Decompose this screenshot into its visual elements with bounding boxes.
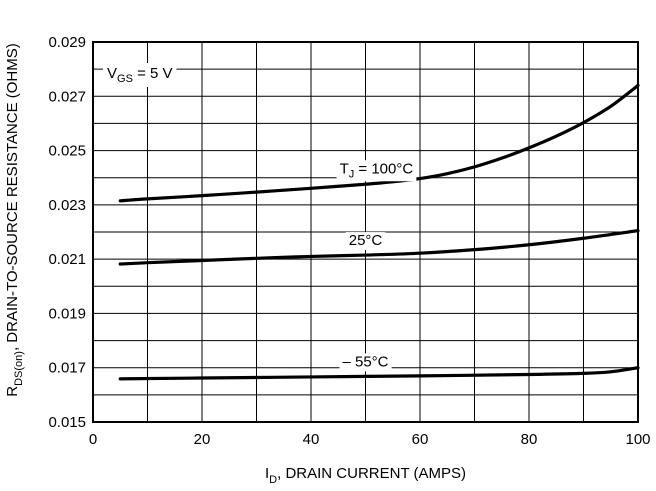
- x-tick-label: 20: [194, 431, 211, 448]
- tick-labels: 0 20 40 60 80 100 0.015 0.017 0.019 0.021 0.023 0.0…: [48, 34, 650, 448]
- series-label-text: 25°C: [349, 232, 383, 249]
- series-line-tj-25c: [118, 229, 640, 266]
- x-axis-label-main: I: [265, 465, 269, 482]
- series-label-tj-25c: 25°C: [345, 232, 386, 251]
- y-axis-label-main: R: [4, 386, 21, 397]
- y-axis-label: RDS(on), DRAIN-TO-SOURCE RESISTANCE (OHM…: [4, 43, 25, 396]
- series-label-sub: J: [349, 168, 355, 180]
- y-tick-label: 0.027: [48, 88, 86, 105]
- vgs-annotation-sub: GS: [117, 73, 133, 85]
- series-label-background: [345, 232, 386, 251]
- y-tick-label: 0.025: [48, 143, 86, 160]
- series-label-rest: = 100°C: [354, 160, 413, 177]
- y-tick-label: 0.015: [48, 414, 86, 431]
- series-line-tj-minus-55c: [118, 366, 640, 381]
- series-line-tj-100c: [118, 83, 640, 203]
- series-label-main: 25°C: [349, 232, 383, 249]
- series-label-tj-minus-55c: – 55°C: [339, 353, 392, 372]
- y-tick-label: 0.021: [48, 251, 86, 268]
- series-label-main: – 55°C: [342, 353, 388, 370]
- x-tick-label: 60: [412, 431, 429, 448]
- y-axis-label-sub: DS(on): [13, 351, 25, 386]
- x-tick-label: 100: [625, 431, 650, 448]
- vgs-annotation-main: V: [107, 65, 117, 82]
- series-label-background: [339, 353, 392, 372]
- series-layer: [118, 83, 640, 381]
- x-tick-label: 80: [521, 431, 538, 448]
- vgs-annotation: VGS = 5 V: [103, 63, 177, 87]
- x-axis-label-sub: D: [269, 474, 277, 486]
- y-tick-label: 0.023: [48, 197, 86, 214]
- x-tick-label: 40: [303, 431, 320, 448]
- y-tick-label: 0.019: [48, 305, 86, 322]
- x-axis-label-rest: , DRAIN CURRENT (AMPS): [277, 465, 466, 482]
- series-label-text: TJ = 100°C: [340, 160, 414, 180]
- y-tick-label: 0.029: [48, 34, 86, 51]
- series-label-text: – 55°C: [342, 353, 388, 370]
- series-label-background: [336, 160, 417, 182]
- y-tick-label: 0.017: [48, 360, 86, 377]
- y-axis-label-rest: , DRAIN-TO-SOURCE RESISTANCE (OHMS): [4, 43, 21, 351]
- vgs-annotation-text: VGS = 5 V: [107, 65, 173, 85]
- series-labels: TJ = 100°C 25°C – 55°C: [336, 160, 417, 372]
- x-axis-label: ID, DRAIN CURRENT (AMPS): [265, 465, 466, 486]
- vgs-annotation-rest: = 5 V: [133, 65, 173, 82]
- series-label-tj-100c: TJ = 100°C: [336, 160, 417, 182]
- x-tick-label: 0: [89, 431, 97, 448]
- series-label-main: T: [340, 160, 349, 177]
- vgs-annotation-background: [103, 63, 177, 87]
